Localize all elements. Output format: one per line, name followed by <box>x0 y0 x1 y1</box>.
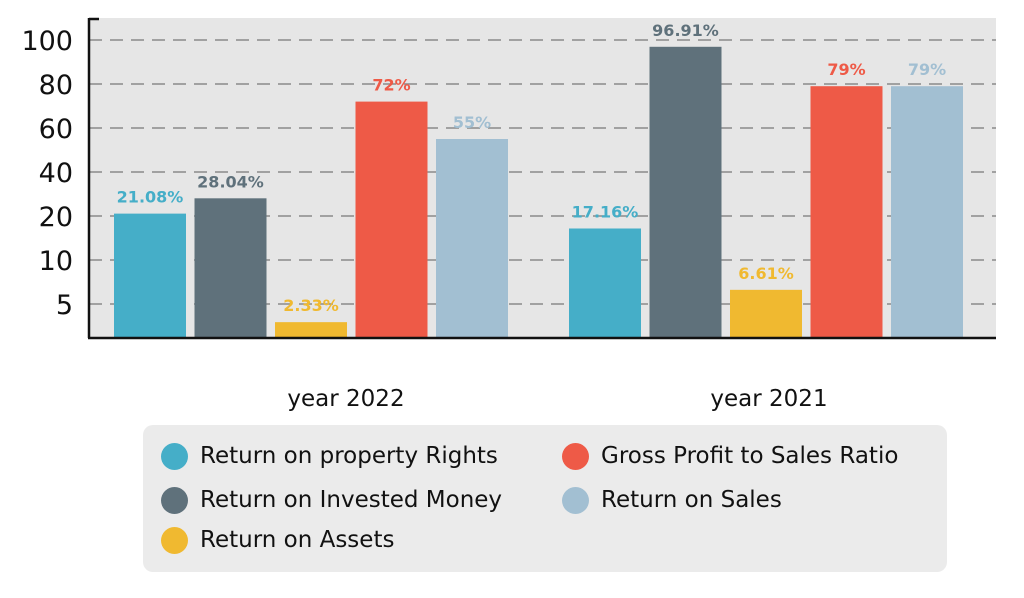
bar <box>114 213 186 338</box>
data-label: 2.33% <box>283 296 339 315</box>
bar <box>730 289 802 338</box>
legend-item-gross-profit-to-sales-ratio: Gross Profit to Sales Ratio <box>562 440 898 472</box>
y-tick-label: 20 <box>39 202 73 233</box>
y-tick-label: 5 <box>56 290 73 321</box>
data-label: 21.08% <box>117 188 184 207</box>
bars: 21.08% 17.16% 28.04% 96.91% 2.33% 6.61% 72% 79%… <box>114 21 963 338</box>
legend-label: Gross Profit to Sales Ratio <box>601 443 899 469</box>
bar <box>569 228 641 338</box>
data-label: 96.91% <box>652 21 719 40</box>
bar <box>649 46 722 338</box>
data-label: 28.04% <box>197 172 264 191</box>
legend-swatch-icon <box>161 442 188 470</box>
bar <box>355 101 428 338</box>
y-tick-label: 10 <box>39 246 73 277</box>
y-tick-label: 100 <box>21 26 73 57</box>
data-label: 55% <box>453 113 491 132</box>
bar <box>275 322 347 338</box>
y-tick-label: 80 <box>39 70 73 101</box>
category-label: year 2022 <box>287 386 404 412</box>
legend-item-return-on-property-rights: Return on property Rights <box>161 440 498 472</box>
category-label: year 2021 <box>710 386 827 412</box>
bar <box>436 139 508 338</box>
legend-swatch-icon <box>562 442 589 470</box>
bar <box>810 86 883 338</box>
legend: Return on property Rights Return on Inve… <box>143 425 947 572</box>
legend-item-return-on-assets: Return on Assets <box>161 524 394 556</box>
data-label: 72% <box>372 76 410 95</box>
legend-item-return-on-invested-money: Return on Invested Money <box>161 484 502 516</box>
category-labels: year 2022 year 2021 <box>287 386 827 412</box>
data-label: 79% <box>827 60 865 79</box>
data-label: 6.61% <box>738 264 794 283</box>
y-tick-labels: 100 80 60 40 20 10 5 <box>21 26 73 321</box>
data-label: 17.16% <box>572 202 639 221</box>
legend-label: Return on Invested Money <box>200 487 503 513</box>
legend-swatch-icon <box>562 486 589 514</box>
y-tick-label: 60 <box>39 114 73 145</box>
chart: 21.08% 17.16% 28.04% 96.91% 2.33% 6.61% 72% 79%… <box>21 17 996 412</box>
y-tick-label: 40 <box>39 158 73 189</box>
legend-label: Return on Sales <box>601 487 782 513</box>
bar <box>891 86 963 338</box>
legend-label: Return on Assets <box>200 527 395 553</box>
bar <box>194 198 267 338</box>
legend-swatch-icon <box>161 486 188 514</box>
legend-item-return-on-sales: Return on Sales <box>562 484 782 516</box>
data-label: 79% <box>908 60 946 79</box>
legend-label: Return on property Rights <box>200 443 498 469</box>
legend-swatch-icon <box>161 526 188 554</box>
